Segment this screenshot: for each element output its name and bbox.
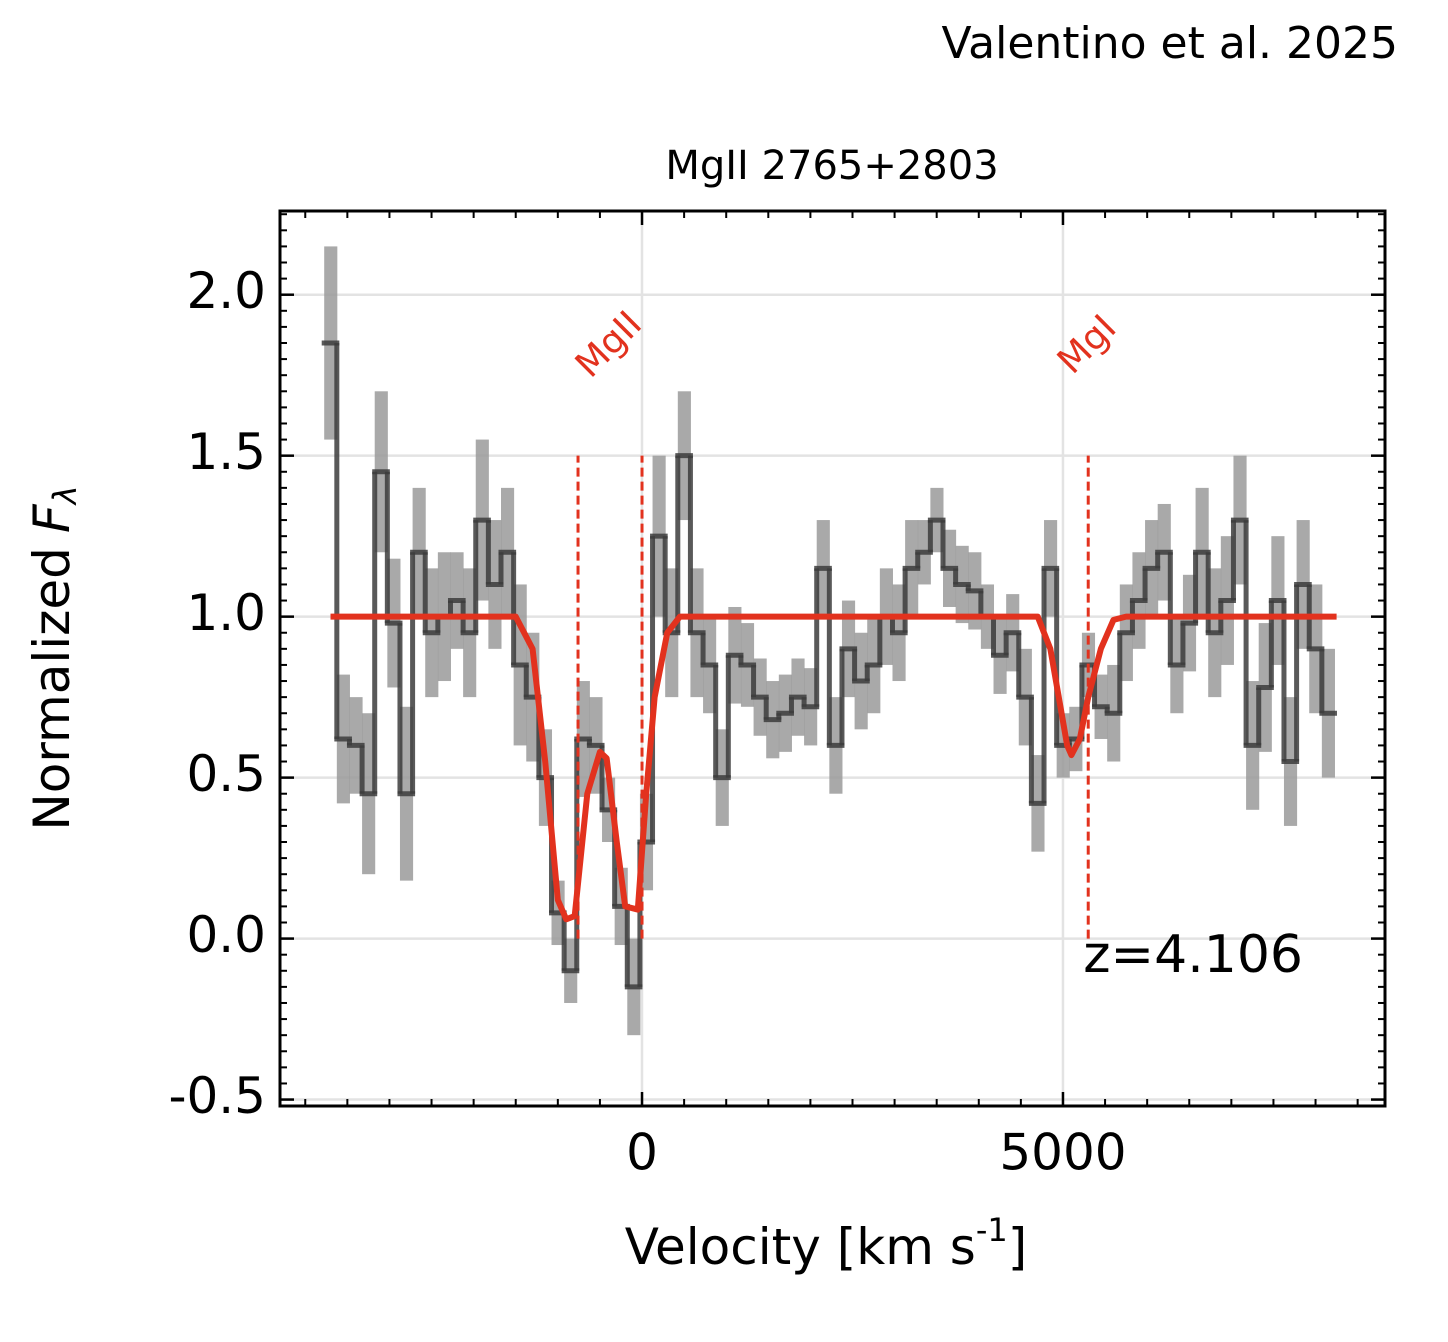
x-label-end: ] [1008, 1218, 1028, 1276]
y-axis-label: Normalized Fλ [23, 485, 85, 830]
y-tick-label: 0.0 [186, 906, 266, 964]
line-label: MgI [1050, 307, 1125, 382]
x-axis-label: Velocity [km s-1] [625, 1211, 1028, 1276]
y-tick-label: -0.5 [168, 1067, 266, 1125]
frame [278, 209, 1387, 1108]
x-tick-label: 0 [626, 1124, 658, 1182]
x-tick-label: 5000 [999, 1124, 1126, 1182]
x-label-sup: -1 [976, 1211, 1008, 1249]
y-label-symbol: F [23, 503, 81, 533]
model-line [330, 613, 1337, 923]
source: Valentino et al. 2025 [941, 18, 1398, 69]
y-tick-label: 1.0 [186, 584, 266, 642]
y-tick-label: 0.5 [186, 745, 266, 803]
x-label-text: Velocity [km s [625, 1218, 976, 1276]
chart-title: MgII 2765+2803 [665, 143, 998, 189]
y-label-sub: λ [46, 485, 84, 506]
y-label-text: Normalized [23, 547, 81, 831]
y-tick-label: 2.0 [186, 262, 266, 320]
annotation: z=4.106 [1083, 925, 1303, 985]
line-label: MgII [568, 304, 650, 386]
plot [321, 246, 1337, 1036]
y-tick-label: 1.5 [186, 423, 266, 481]
